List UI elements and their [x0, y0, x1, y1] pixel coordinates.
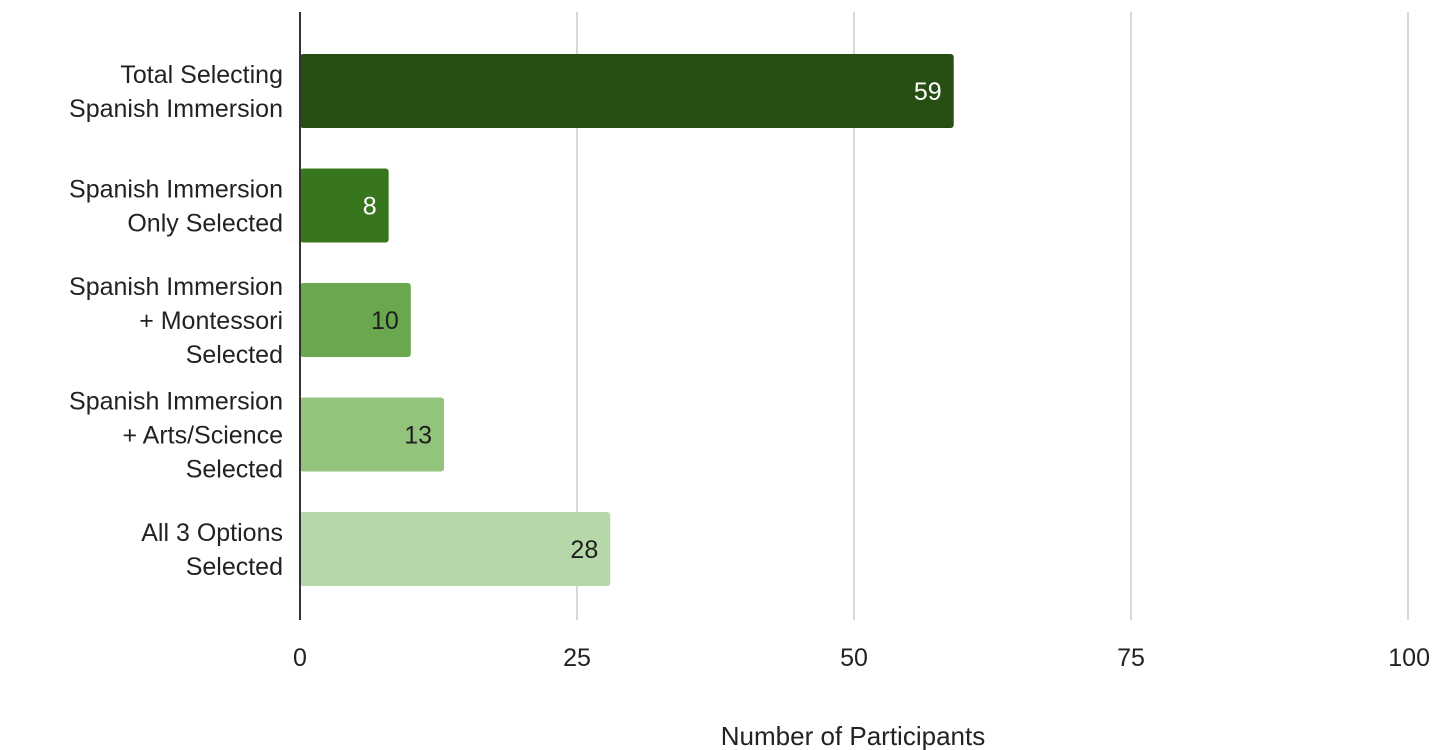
- category-label-line: Selected: [186, 341, 283, 369]
- bar-value-label: 59: [914, 78, 942, 106]
- category-label-line: Selected: [186, 456, 283, 484]
- category-label-line: Spanish Immersion: [69, 273, 283, 301]
- bar-value-label: 28: [570, 536, 598, 564]
- category-label-line: + Montessori: [139, 307, 283, 335]
- category-label-line: Selected: [186, 553, 283, 581]
- x-tick-label: 100: [1388, 644, 1430, 672]
- x-tick-label: 0: [293, 644, 307, 672]
- category-label: Spanish Immersion Only Selected: [69, 176, 283, 238]
- category-label-line: Spanish Immersion: [69, 388, 283, 416]
- category-label-line: Spanish Immersion: [69, 176, 283, 204]
- bar-value-label: 13: [404, 422, 432, 450]
- x-tick-labels: 0 25 50 75 100: [293, 644, 1430, 672]
- x-tick-label: 75: [1117, 644, 1145, 672]
- bar-value-label: 10: [371, 307, 399, 335]
- category-label: Total Selecting Spanish Immersion: [69, 61, 283, 123]
- category-label-line: + Arts/Science: [123, 422, 284, 450]
- bar: [300, 168, 389, 243]
- bars: 59 8 10 13 28: [300, 54, 954, 586]
- x-tick-label: 50: [840, 644, 868, 672]
- bar: [300, 397, 445, 472]
- category-label: Spanish Immersion + Arts/Science Selected: [69, 388, 283, 484]
- category-label-line: All 3 Options: [141, 519, 283, 547]
- bar: [300, 54, 954, 128]
- category-labels: Total Selecting Spanish ImmersionSpanish …: [69, 61, 283, 581]
- x-axis-title: Number of Participants: [721, 721, 985, 750]
- category-label: All 3 Options Selected: [141, 519, 283, 581]
- category-label: Spanish Immersion + Montessori Selected: [69, 273, 283, 369]
- bar-value-label: 8: [363, 193, 377, 221]
- category-label-line: Spanish Immersion: [69, 95, 283, 123]
- bar: [300, 512, 611, 586]
- bar: [300, 283, 411, 357]
- category-label-line: Total Selecting: [120, 61, 283, 89]
- x-tick-label: 25: [563, 644, 591, 672]
- category-label-line: Only Selected: [127, 210, 283, 238]
